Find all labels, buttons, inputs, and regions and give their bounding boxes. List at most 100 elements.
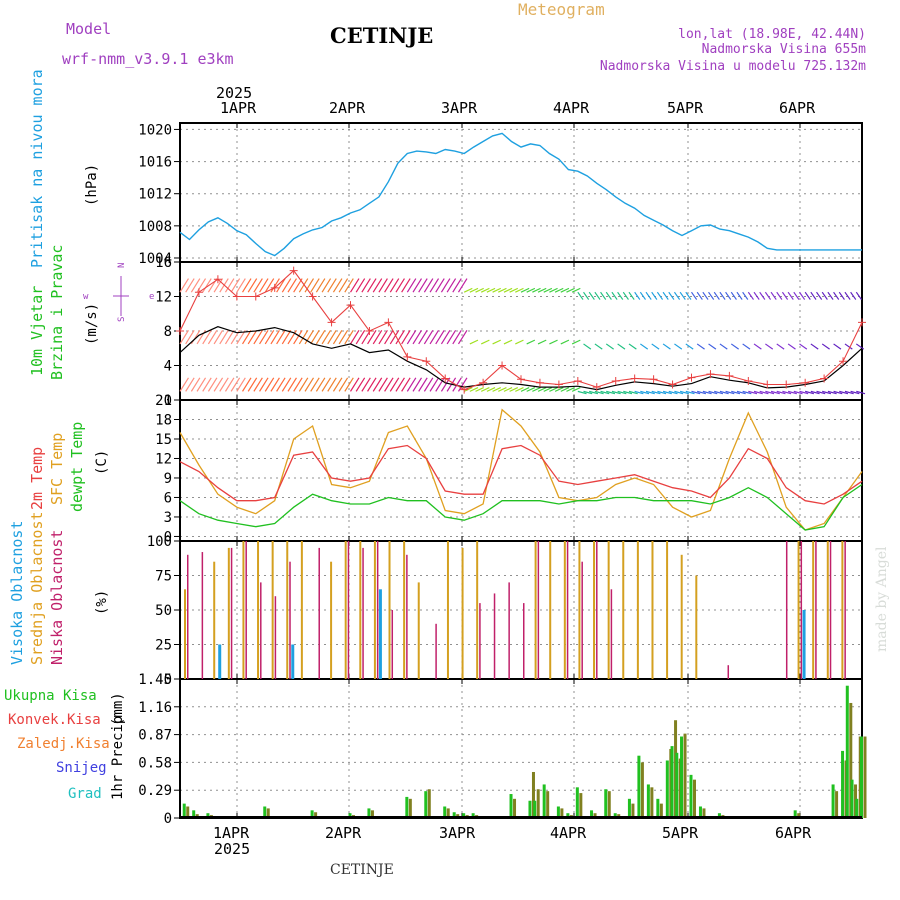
precip-bar-total xyxy=(452,812,456,818)
wind-barb xyxy=(810,291,817,300)
cloud-bar-low xyxy=(829,541,832,679)
wind-barb xyxy=(401,377,411,392)
wind-barb xyxy=(293,330,303,345)
wind-barb xyxy=(435,278,445,293)
wind-barb xyxy=(821,291,828,300)
cloud-bar-low xyxy=(201,552,204,679)
wind-barb xyxy=(753,291,760,300)
wind-barb xyxy=(765,390,775,395)
precip-bar-total xyxy=(698,806,702,818)
cloud-bar-mid xyxy=(417,582,420,679)
wind-barb xyxy=(429,330,440,345)
wind-barb xyxy=(520,287,530,293)
wind-barb xyxy=(708,291,715,300)
watermark: made by Angel xyxy=(874,546,890,652)
wind-barb xyxy=(606,390,616,395)
wind-barb xyxy=(622,291,629,300)
precip-bar-conv xyxy=(427,789,431,818)
wind-barb xyxy=(475,287,484,293)
wind-barb xyxy=(412,330,423,345)
wind-barb xyxy=(816,291,823,300)
wind-barb xyxy=(645,390,655,395)
wind-barb xyxy=(202,377,212,392)
wind-barb xyxy=(446,330,457,345)
bottom-day-label: 5APR xyxy=(662,824,699,842)
wind-barb xyxy=(856,390,866,395)
wind-barb xyxy=(571,339,581,345)
wind-barb xyxy=(600,390,610,395)
gust-marker xyxy=(479,378,488,387)
wind-barb xyxy=(344,278,354,293)
gust-marker xyxy=(289,266,298,275)
cloud-bar-mid xyxy=(330,561,333,679)
pressure-line xyxy=(179,132,862,257)
cloud-bar-mid xyxy=(812,541,815,679)
wind-barb xyxy=(503,339,513,345)
wind-barb xyxy=(207,330,218,345)
precip-bar-total xyxy=(850,779,854,818)
y-tick-label: 3 xyxy=(164,510,172,526)
wind-barb xyxy=(457,330,468,345)
wind-barb xyxy=(264,278,275,293)
wind-barb xyxy=(202,330,212,345)
wind-barb xyxy=(355,330,366,345)
precip-bar-conv xyxy=(659,803,663,818)
cloud-label-3: Niska Oblacnost xyxy=(48,530,66,665)
cloud-bar-low xyxy=(785,541,788,679)
precip-bar-conv xyxy=(702,808,706,818)
wind-barb xyxy=(452,330,462,345)
cloud-bar-mid xyxy=(826,541,829,679)
pressure-label: Pritisak na nivou mora xyxy=(28,69,46,268)
wind-barb xyxy=(469,387,479,392)
y-tick-label: 0 xyxy=(164,393,172,409)
panel-frame xyxy=(179,399,863,542)
gust-marker xyxy=(365,327,374,335)
compass-icon: N S w e xyxy=(83,263,154,322)
cloud-bar-low xyxy=(347,541,350,679)
wind-barb xyxy=(372,330,383,345)
wind-barb xyxy=(219,330,229,345)
temp-label-1: 2m Temp xyxy=(28,447,46,510)
compass-n: N xyxy=(117,263,127,268)
wind-barb xyxy=(759,291,766,300)
wind-barb xyxy=(566,287,575,293)
bottom-day-label: 6APR xyxy=(775,824,812,842)
compass-w: w xyxy=(83,292,89,302)
wind-barb xyxy=(640,390,650,395)
wind-barb xyxy=(798,291,806,300)
wind-barb xyxy=(259,377,269,392)
wind-barb xyxy=(253,377,263,392)
wind-barb xyxy=(560,287,570,293)
wind-barb xyxy=(799,343,808,350)
wind-barb xyxy=(264,330,275,345)
wind-barb xyxy=(810,343,819,350)
wind-barb xyxy=(315,377,326,392)
wind-barb xyxy=(213,330,224,345)
cloud-unit: (%) xyxy=(94,590,110,615)
precip-bar-conv xyxy=(536,789,540,818)
wind-barb xyxy=(651,291,658,300)
wind-barb xyxy=(429,278,440,293)
cloud-bar-low xyxy=(493,593,496,679)
plot-area: 1004100810121016102004812160369121518210… xyxy=(138,122,867,827)
precip-bar-conv xyxy=(579,793,583,818)
wind-barb xyxy=(190,278,201,293)
wind-barb xyxy=(418,278,428,293)
wind-barb xyxy=(821,343,830,350)
y-tick-label: 1020 xyxy=(138,122,172,138)
wind-barb xyxy=(537,287,547,293)
wind-barb xyxy=(781,291,789,300)
wind-barb xyxy=(697,390,707,395)
wind-barb xyxy=(577,390,587,395)
wind-barb xyxy=(418,377,428,392)
wind-barb xyxy=(526,387,536,392)
cloud-bar-mid xyxy=(578,541,581,679)
wind-barb xyxy=(304,330,315,345)
wind-barb xyxy=(276,278,286,293)
wind-barb xyxy=(662,343,671,350)
wind-barb xyxy=(372,377,383,392)
wind-barb xyxy=(515,339,524,345)
wind-barb xyxy=(395,377,405,392)
precip-bar-total xyxy=(310,810,314,818)
top-year-label: 2025 xyxy=(216,84,252,102)
